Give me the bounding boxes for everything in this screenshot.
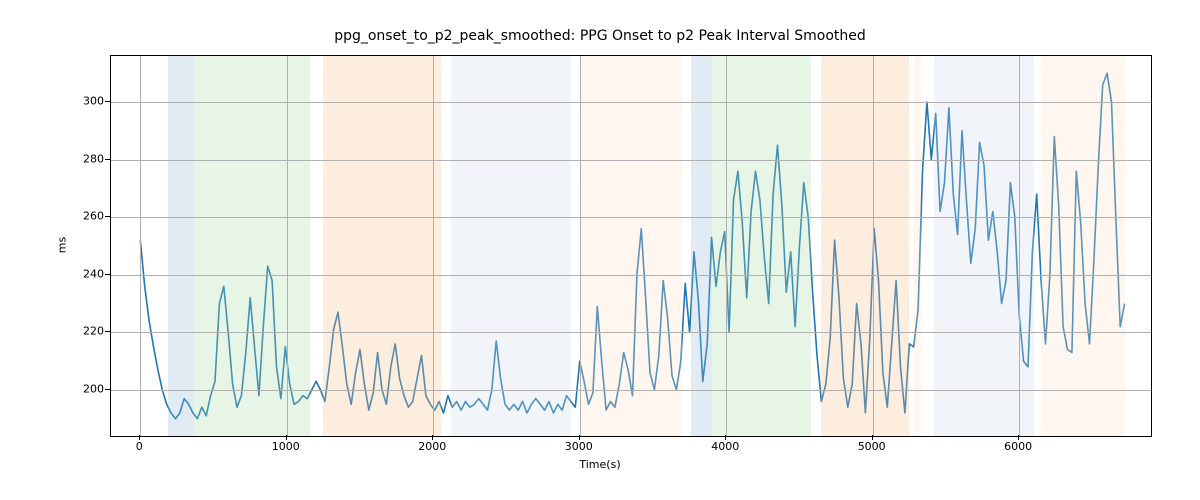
plot-area: [110, 55, 1152, 437]
y-tick-label: 260: [83, 210, 104, 223]
x-tick-label: 4000: [711, 440, 739, 453]
segment-band: [435, 56, 441, 436]
x-tick-label: 5000: [858, 440, 886, 453]
x-tick-mark: [432, 435, 433, 440]
y-tick-label: 280: [83, 152, 104, 165]
gridline-horizontal: [111, 332, 1151, 333]
x-tick-label: 2000: [418, 440, 446, 453]
y-tick-mark: [105, 274, 110, 275]
segment-band: [914, 56, 921, 436]
gridline-horizontal: [111, 102, 1151, 103]
gridline-vertical: [580, 56, 581, 436]
x-tick-label: 6000: [1004, 440, 1032, 453]
x-tick-mark: [579, 435, 580, 440]
segment-band: [451, 56, 571, 436]
y-tick-label: 240: [83, 267, 104, 280]
segment-band: [1041, 56, 1124, 436]
x-axis-label: Time(s): [0, 458, 1200, 471]
y-tick-mark: [105, 159, 110, 160]
x-tick-mark: [286, 435, 287, 440]
segment-band: [691, 56, 712, 436]
gridline-vertical: [287, 56, 288, 436]
chart-container: ppg_onset_to_p2_peak_smoothed: PPG Onset…: [0, 0, 1200, 500]
y-axis-label: ms: [56, 237, 69, 253]
gridline-vertical: [726, 56, 727, 436]
segment-band: [580, 56, 683, 436]
segment-band: [821, 56, 909, 436]
gridline-vertical: [873, 56, 874, 436]
x-tick-label: 1000: [272, 440, 300, 453]
x-tick-mark: [139, 435, 140, 440]
gridline-vertical: [433, 56, 434, 436]
gridline-vertical: [140, 56, 141, 436]
y-tick-mark: [105, 101, 110, 102]
y-tick-label: 220: [83, 325, 104, 338]
gridline-horizontal: [111, 390, 1151, 391]
chart-title: ppg_onset_to_p2_peak_smoothed: PPG Onset…: [0, 28, 1200, 44]
x-tick-label: 0: [136, 440, 143, 453]
segment-band: [323, 56, 434, 436]
segment-band: [168, 56, 194, 436]
segment-band: [194, 56, 310, 436]
gridline-horizontal: [111, 160, 1151, 161]
x-tick-label: 3000: [565, 440, 593, 453]
gridline-vertical: [1019, 56, 1020, 436]
y-tick-mark: [105, 216, 110, 217]
x-tick-mark: [725, 435, 726, 440]
y-tick-mark: [105, 389, 110, 390]
y-tick-label: 300: [83, 95, 104, 108]
x-tick-mark: [872, 435, 873, 440]
gridline-horizontal: [111, 217, 1151, 218]
gridline-horizontal: [111, 275, 1151, 276]
y-tick-mark: [105, 331, 110, 332]
x-tick-mark: [1018, 435, 1019, 440]
y-tick-label: 200: [83, 382, 104, 395]
